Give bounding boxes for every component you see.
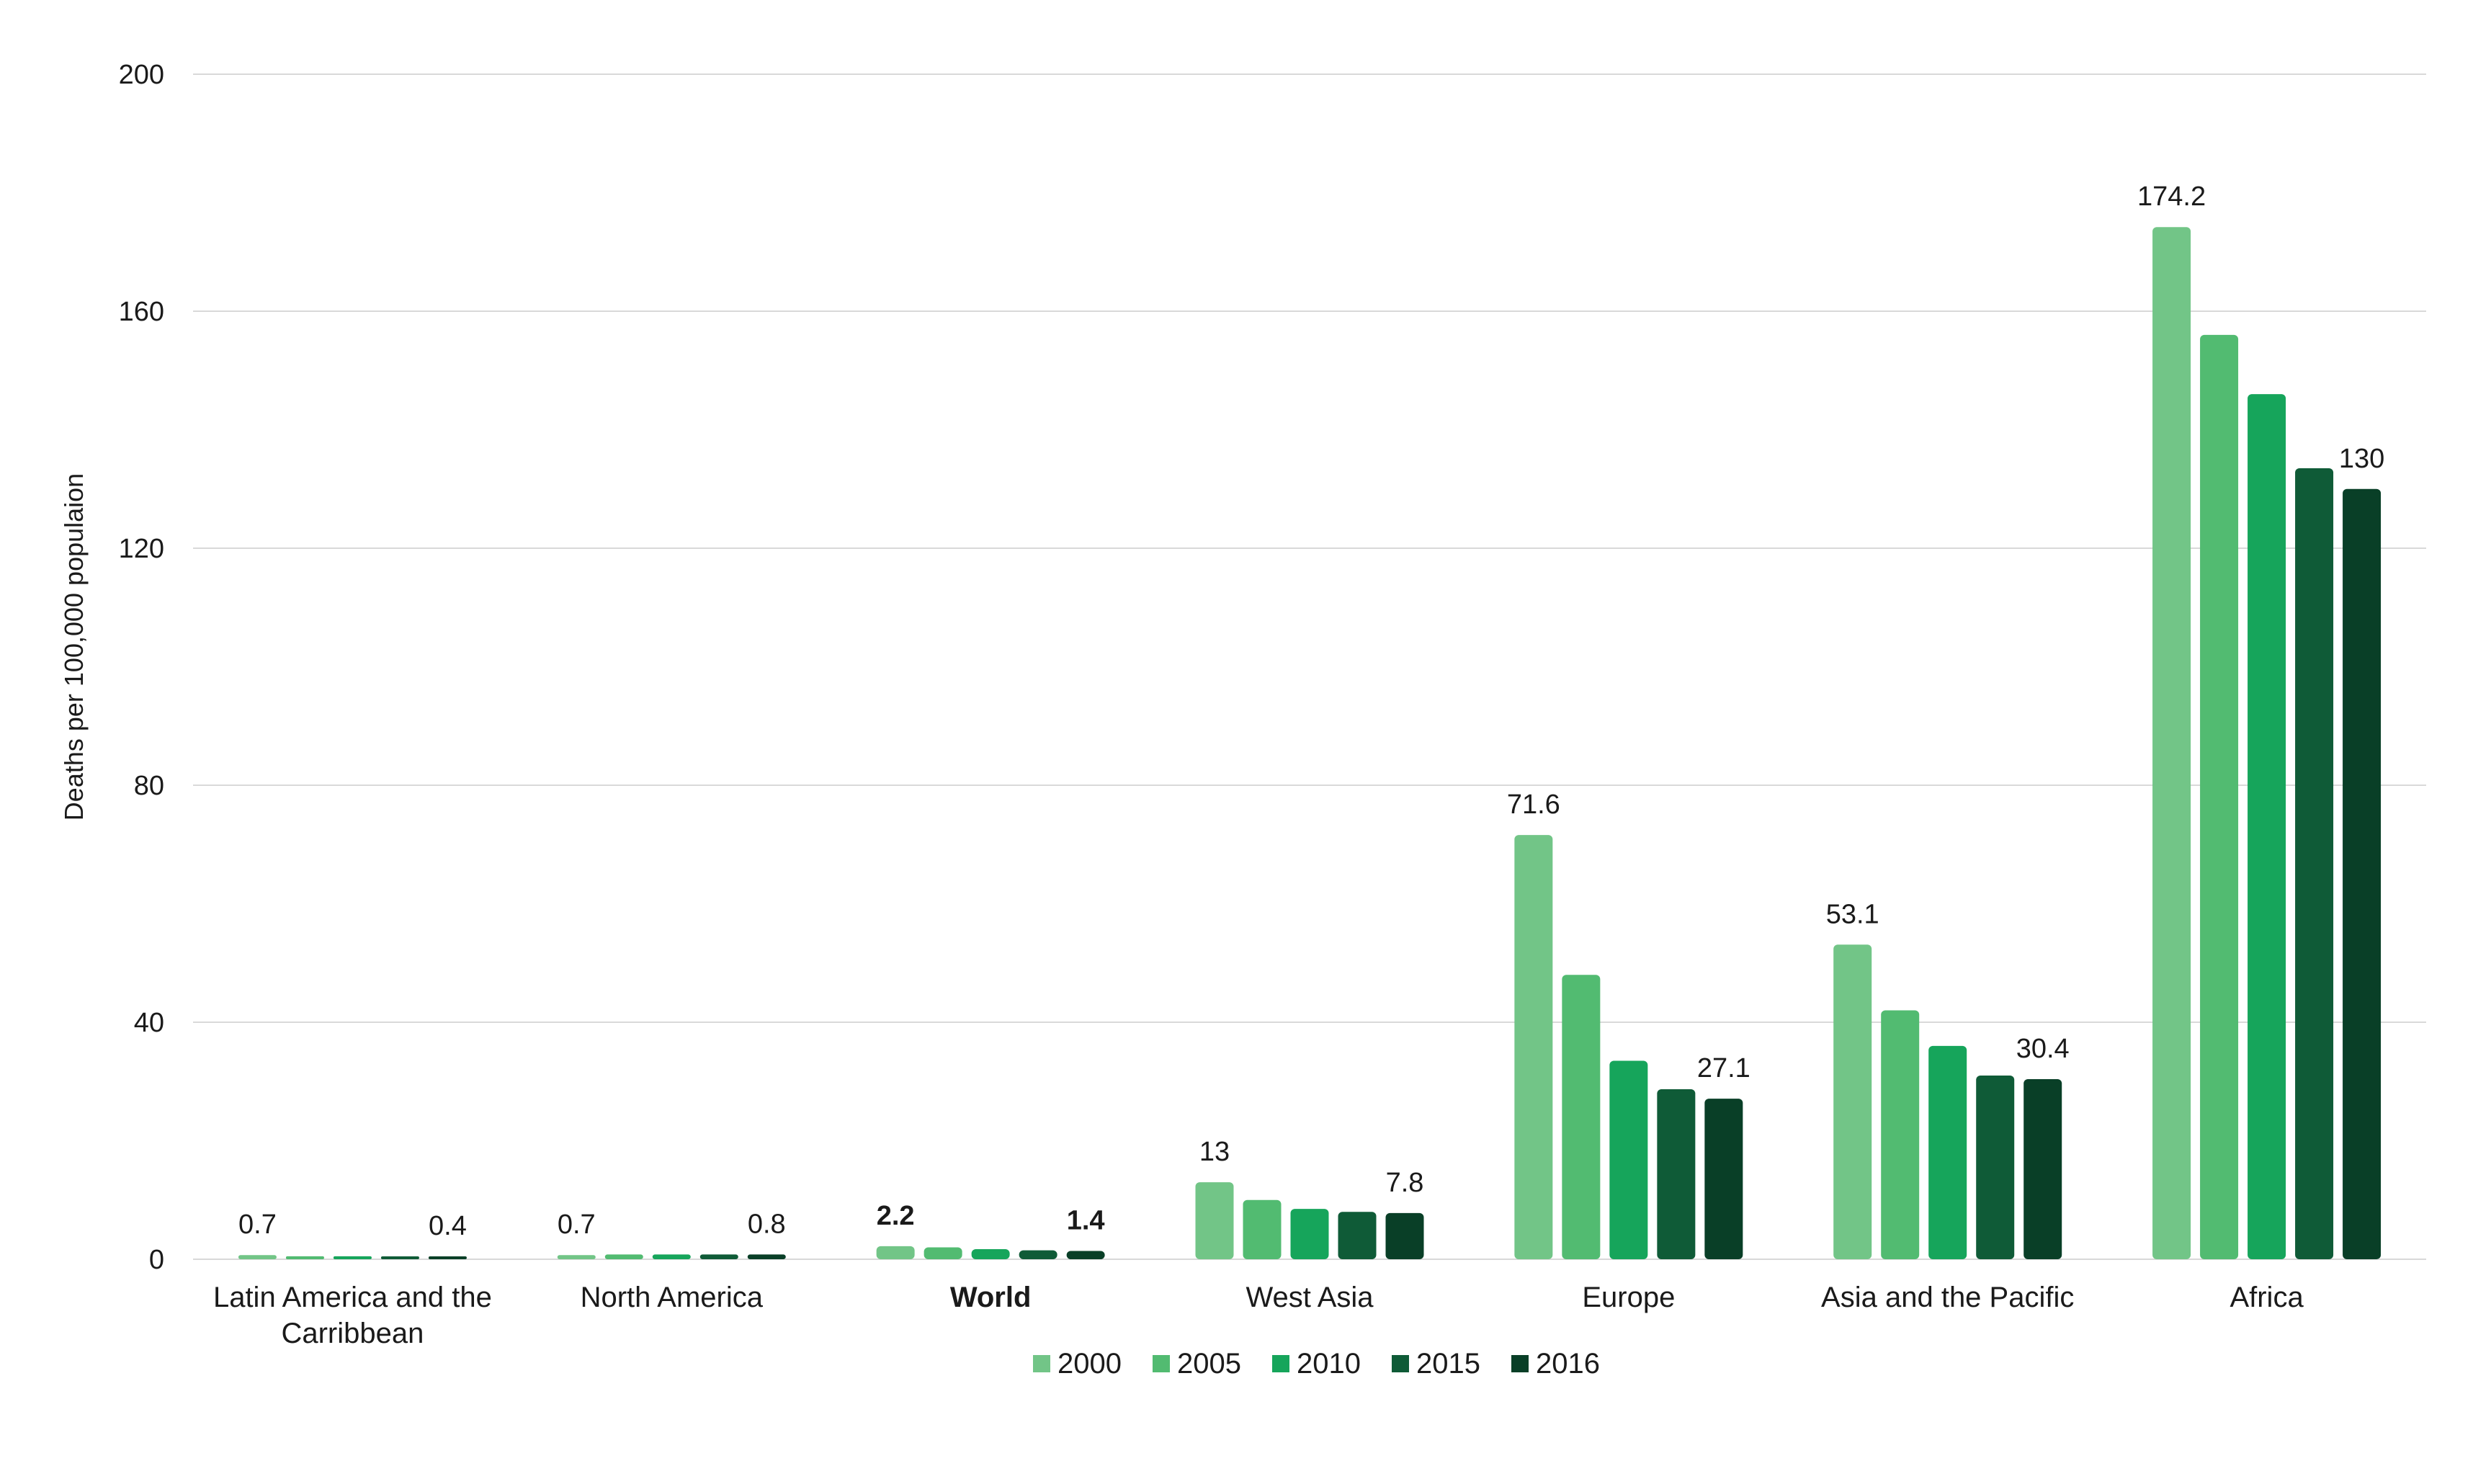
bar-2015 <box>1976 1076 2015 1259</box>
data-labels: 0.7 0.4 0.7 0.8 2.2 1.4 13 7.8 71.6 27.1 53.1 30.4 1… <box>238 182 2384 1241</box>
bar-2000 <box>1514 835 1553 1259</box>
bar-2015 <box>1657 1089 1696 1259</box>
bar-2015 <box>380 1256 419 1259</box>
bar-2010 <box>971 1249 1010 1259</box>
data-label: 0.7 <box>558 1210 596 1240</box>
legend-label: 2000 <box>1057 1348 1122 1380</box>
bar-2016 <box>428 1256 467 1259</box>
data-label: 71.6 <box>1507 790 1560 820</box>
data-label: 13 <box>1199 1137 1230 1167</box>
bar-2016 <box>2023 1078 2062 1259</box>
x-axis: Latin America and the Carribbean North Ame… <box>213 1282 2304 1349</box>
category-label: World <box>950 1282 1032 1313</box>
data-label: 30.4 <box>2016 1034 2070 1064</box>
bar-2000 <box>876 1246 915 1259</box>
bar-2010 <box>2248 394 2286 1259</box>
bar-2016 <box>747 1254 786 1259</box>
y-tick-label: 0 <box>149 1245 164 1275</box>
bar-2005 <box>604 1254 643 1259</box>
bar-2010 <box>1290 1209 1329 1259</box>
category-label: Africa <box>2230 1282 2304 1313</box>
y-axis-title: Deaths per 100,000 populaion <box>59 473 89 821</box>
bar-2016 <box>1704 1099 1743 1259</box>
bar-2005 <box>1243 1199 1282 1259</box>
bar-2015 <box>699 1254 738 1259</box>
bar-2010 <box>1928 1045 1967 1259</box>
bar-2000 <box>2152 227 2191 1260</box>
bar-2015 <box>1338 1212 1377 1259</box>
legend: 2000 2005 2010 2015 2016 <box>1033 1348 1600 1380</box>
bar-2016 <box>2343 488 2382 1259</box>
data-label: 0.4 <box>429 1211 467 1241</box>
y-axis: 0 40 80 120 160 200 <box>119 60 164 1275</box>
category-label: West Asia <box>1246 1282 1374 1313</box>
legend-label: 2015 <box>1416 1348 1480 1380</box>
legend-swatch-2000 <box>1033 1355 1050 1372</box>
category-label: North America <box>581 1282 764 1313</box>
bar-2016 <box>1066 1251 1105 1259</box>
bar-2010 <box>333 1256 372 1259</box>
legend-label: 2005 <box>1177 1348 1241 1380</box>
category-label: Latin America and the <box>213 1282 492 1313</box>
data-label: 53.1 <box>1826 899 1879 929</box>
bar-2000 <box>1833 944 1872 1259</box>
bar-2000 <box>238 1255 277 1259</box>
legend-label: 2016 <box>1536 1348 1600 1380</box>
bar-2015 <box>2295 468 2334 1259</box>
bar-2015 <box>1019 1250 1057 1259</box>
bar-2005 <box>1881 1010 1920 1259</box>
bar-2000 <box>557 1255 596 1259</box>
bar-2005 <box>285 1256 324 1259</box>
bar-2010 <box>652 1254 691 1259</box>
y-tick-label: 160 <box>119 297 164 327</box>
y-tick-label: 200 <box>119 60 164 90</box>
legend-swatch-2015 <box>1392 1355 1409 1372</box>
bar-2005 <box>924 1247 962 1259</box>
data-label: 1.4 <box>1067 1205 1105 1235</box>
bars <box>238 227 2382 1260</box>
legend-label: 2010 <box>1297 1348 1361 1380</box>
bar-2016 <box>1385 1212 1424 1259</box>
bar-2005 <box>2200 334 2239 1259</box>
legend-swatch-2005 <box>1153 1355 1170 1372</box>
legend-swatch-2016 <box>1511 1355 1529 1372</box>
data-label: 27.1 <box>1697 1053 1750 1083</box>
bar-2010 <box>1609 1060 1648 1259</box>
gridlines <box>193 73 2426 1260</box>
data-label: 2.2 <box>877 1201 915 1231</box>
data-label: 174.2 <box>2137 182 2206 212</box>
data-label: 130 <box>2339 444 2384 474</box>
category-label: Asia and the Pacific <box>1821 1282 2074 1313</box>
data-label: 0.8 <box>748 1209 786 1239</box>
y-tick-label: 80 <box>134 771 164 801</box>
y-tick-label: 120 <box>119 534 164 564</box>
data-label: 7.8 <box>1386 1168 1424 1198</box>
data-label: 0.7 <box>238 1210 277 1240</box>
legend-swatch-2010 <box>1272 1355 1289 1372</box>
bar-2005 <box>1562 975 1601 1259</box>
category-label: Carribbean <box>281 1318 424 1349</box>
category-label: Europe <box>1582 1282 1675 1313</box>
bar-2000 <box>1195 1182 1234 1259</box>
y-tick-label: 40 <box>134 1008 164 1038</box>
